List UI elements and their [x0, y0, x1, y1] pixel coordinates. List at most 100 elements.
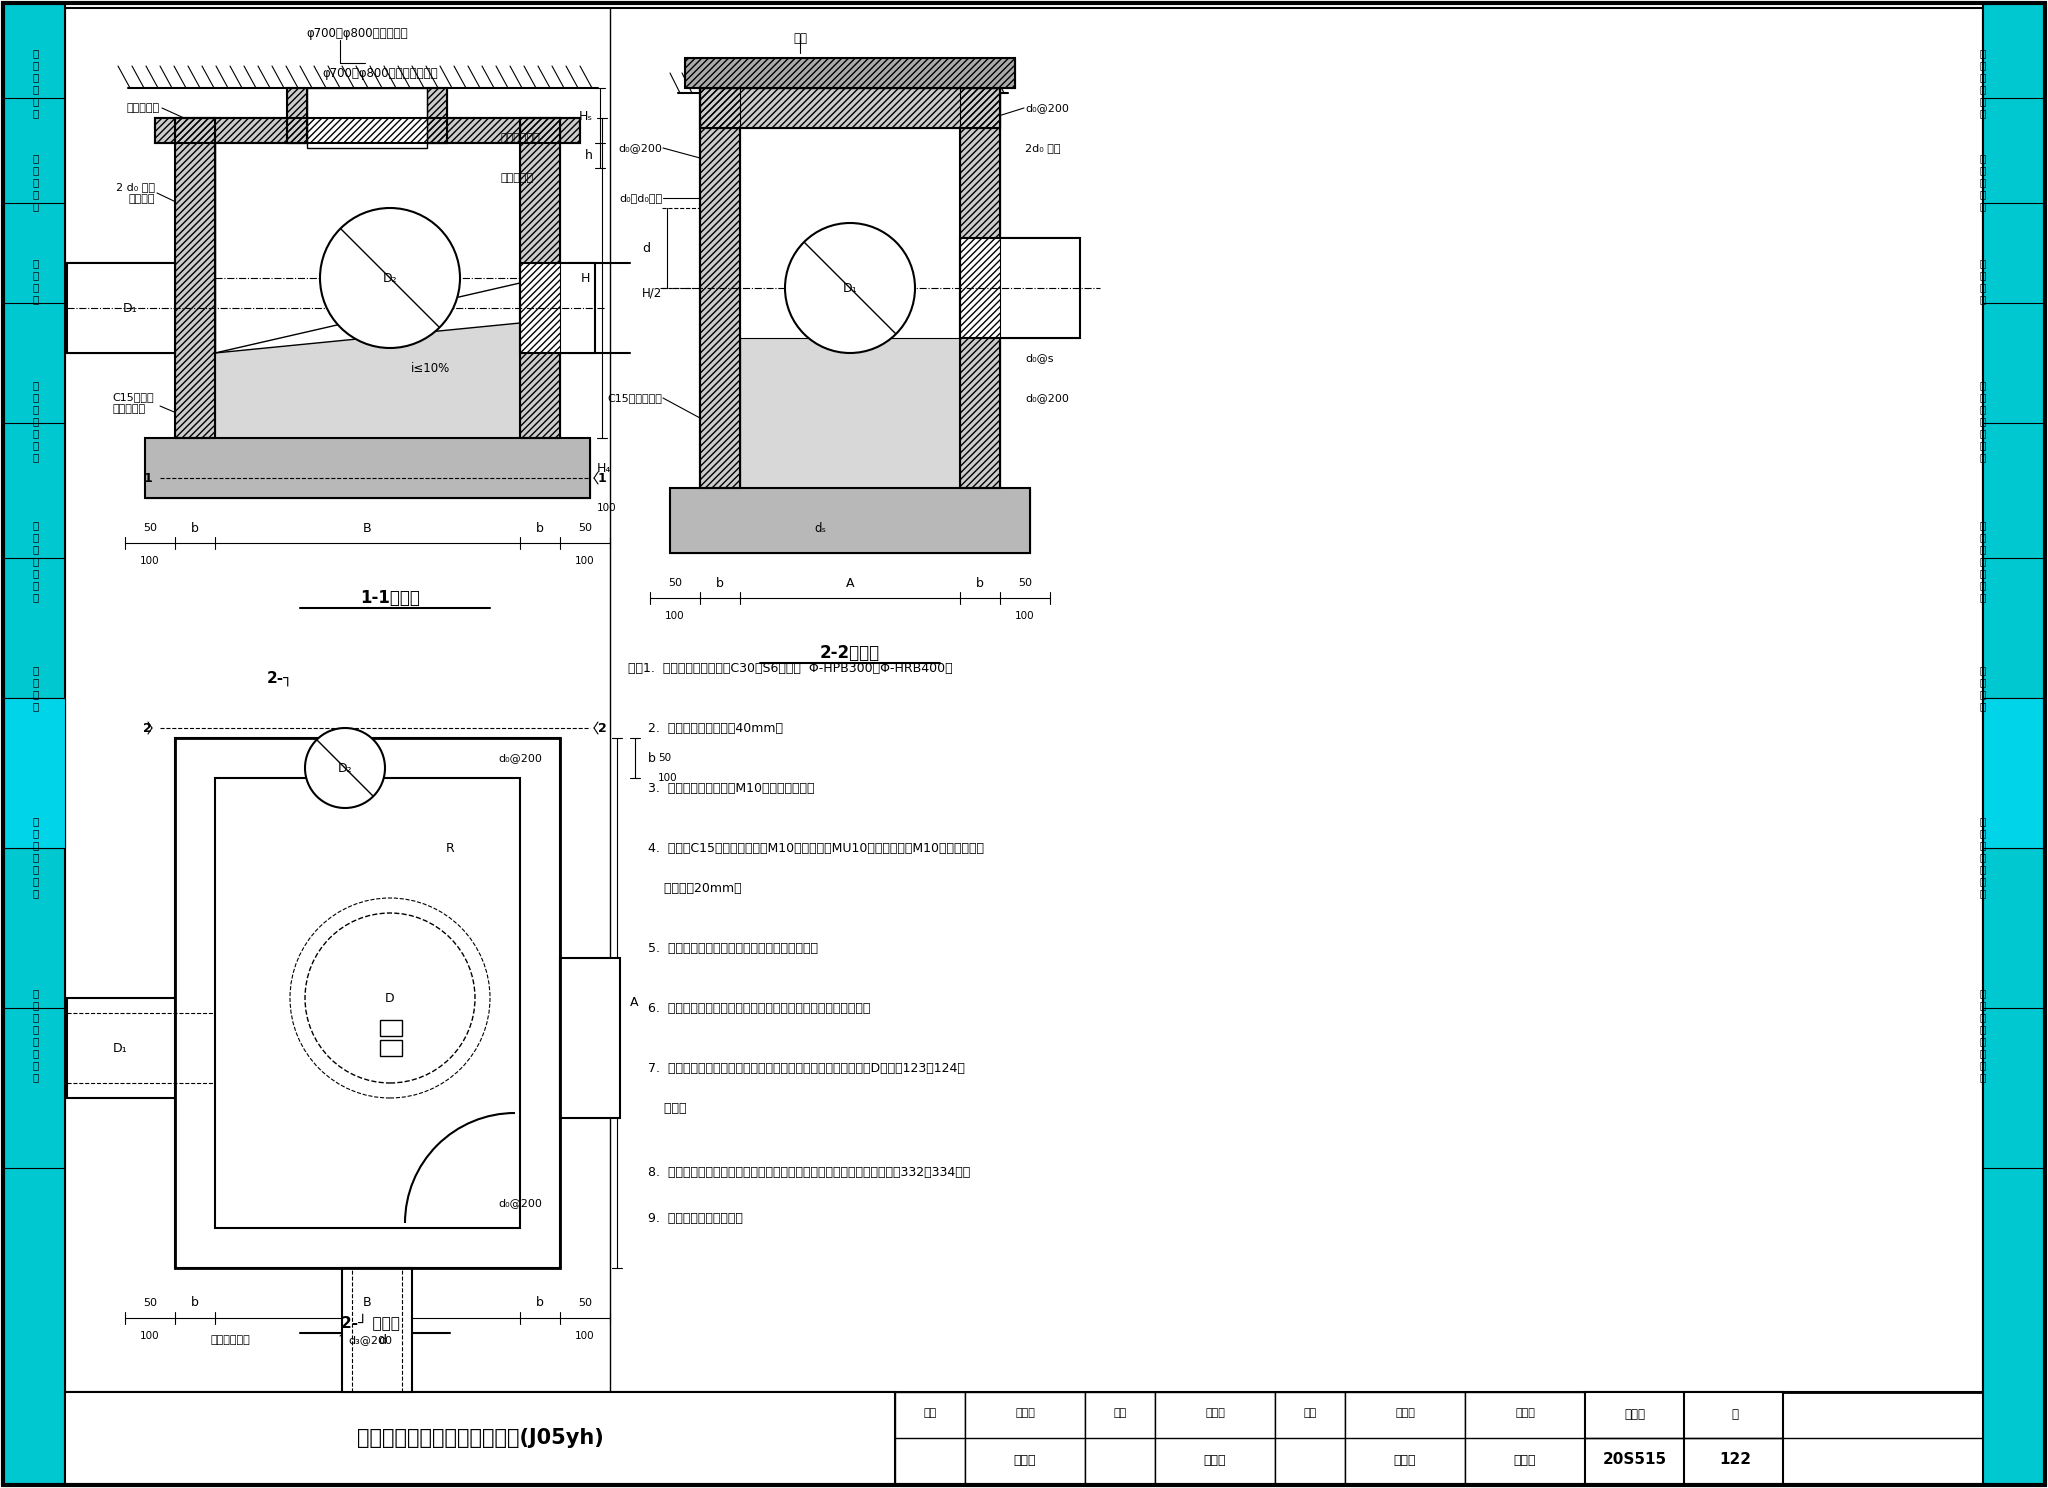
Bar [670, 488, 1030, 554]
Text: 50: 50 [143, 1298, 158, 1308]
Text: 支管顶平接入: 支管顶平接入 [211, 1335, 250, 1345]
Text: dₛ: dₛ [813, 521, 825, 534]
Bar [700, 88, 999, 128]
Text: 4.  流槽用C15混凝土浇筑或用M10水泥砂浆砌MU10流槽专用砖，M10防水水泥砂浆: 4. 流槽用C15混凝土浇筑或用M10水泥砂浆砌MU10流槽专用砖，M10防水水… [647, 842, 983, 854]
Bar [739, 338, 961, 488]
Text: 座浆、三角灰: 座浆、三角灰 [500, 132, 541, 143]
Text: 周志坚: 周志坚 [1395, 1408, 1415, 1418]
Bar [1085, 1391, 1155, 1485]
Text: B: B [362, 521, 371, 534]
Text: 矩
形
检
查
小
三
通: 矩 形 检 查 小 三 通 [33, 815, 39, 897]
Bar [961, 238, 1079, 338]
Text: 异
型
三
通: 异 型 三 通 [33, 665, 39, 711]
Bar [961, 88, 999, 488]
Text: 2-2剖面图: 2-2剖面图 [819, 644, 881, 662]
Text: d₃@200: d₃@200 [348, 1335, 391, 1345]
Text: 矩
形
检
查
井
四
通: 矩 形 检 查 井 四 通 [1980, 519, 1987, 603]
Text: 50: 50 [143, 522, 158, 533]
Text: 混凝土盖板: 混凝土盖板 [127, 103, 160, 113]
Bar [145, 437, 590, 498]
Bar [520, 263, 596, 353]
Text: H/2: H/2 [641, 287, 662, 299]
Text: 2.  混凝土净保护层厚度40mm。: 2. 混凝土净保护层厚度40mm。 [647, 722, 782, 735]
Text: 9.  其他要求详见总说明。: 9. 其他要求详见总说明。 [647, 1211, 743, 1225]
Bar [174, 118, 215, 437]
Text: φ700或φ800预制混凝土井筒: φ700或φ800预制混凝土井筒 [322, 67, 438, 79]
Text: d: d [379, 1333, 385, 1347]
Text: 3.  座浆、抹三角灰均用M10防水水泥砂浆。: 3. 座浆、抹三角灰均用M10防水水泥砂浆。 [647, 781, 815, 795]
Bar [1982, 698, 2046, 848]
Text: 2: 2 [598, 722, 606, 735]
Text: h: h [586, 149, 594, 162]
Text: A: A [631, 997, 639, 1009]
Bar [156, 118, 580, 143]
Text: 2 d₀ 环筋
管外均设: 2 d₀ 环筋 管外均设 [117, 182, 156, 204]
Text: 122: 122 [1718, 1452, 1751, 1467]
Text: 1-1剖面图: 1-1剖面图 [360, 589, 420, 607]
Text: 注：1.  井墙及底板混凝土为C30、S6；钢筋  Φ-HPB300、Φ-HRB400。: 注：1. 井墙及底板混凝土为C30、S6；钢筋 Φ-HPB300、Φ-HRB40… [629, 662, 952, 674]
Text: 100: 100 [598, 503, 616, 513]
Text: 设计: 设计 [1303, 1408, 1317, 1418]
Bar [684, 58, 1016, 88]
Bar [1464, 1391, 1585, 1485]
Text: d₀@200: d₀@200 [1024, 103, 1069, 113]
Text: 8.  流槽部分在安放踏步的同侧加设脚窝，踏步及脚窝布置、踏步安装见第332、334页。: 8. 流槽部分在安放踏步的同侧加设脚窝，踏步及脚窝布置、踏步安装见第332、33… [647, 1167, 971, 1180]
Text: 矩
形
检
查
井
三
通: 矩 形 检 查 井 三 通 [1980, 379, 1987, 461]
Bar [68, 263, 174, 353]
Text: D₁: D₁ [113, 1042, 127, 1055]
Text: 圆
形
检
查
井: 圆 形 检 查 井 [1980, 153, 1987, 211]
Text: 王晓玥: 王晓玥 [1204, 1454, 1227, 1467]
Text: 矩
形
检
查
小
井
四
通: 矩 形 检 查 小 井 四 通 [33, 988, 39, 1082]
Text: b: b [977, 576, 983, 589]
Text: 圆
形
检
查
井: 圆 形 检 查 井 [33, 153, 39, 211]
Text: 2d₀ 环筋: 2d₀ 环筋 [1024, 143, 1061, 153]
Text: 50: 50 [578, 522, 592, 533]
Text: 异
型
三
通: 异 型 三 通 [1980, 665, 1987, 711]
Text: 矩
形
检
查
井
三
通: 矩 形 检 查 井 三 通 [33, 379, 39, 461]
Bar [426, 88, 446, 143]
Text: b: b [190, 521, 199, 534]
Text: D₂: D₂ [338, 762, 352, 774]
Text: 20S515: 20S515 [1604, 1452, 1667, 1467]
Bar [700, 88, 739, 488]
Text: 矩形小三通混凝土雨水检查井(J05yh): 矩形小三通混凝土雨水检查井(J05yh) [356, 1428, 604, 1448]
Text: d₀与d₀同放: d₀与d₀同放 [618, 193, 662, 202]
Text: 李振川: 李振川 [1016, 1408, 1034, 1418]
Text: 检
查
用
井
并
型: 检 查 用 井 并 型 [1980, 48, 1987, 118]
Text: 6.  管道与墙体、底板间隙应混凝土浇筑或砂浆填实、挤压严密。: 6. 管道与墙体、底板间隙应混凝土浇筑或砂浆填实、挤压严密。 [647, 1001, 870, 1015]
Bar [287, 88, 307, 143]
Text: 100: 100 [575, 1330, 594, 1341]
Text: 50: 50 [578, 1298, 592, 1308]
Polygon shape [215, 323, 520, 437]
Bar [2, 698, 66, 848]
Text: 2-┐: 2-┐ [266, 670, 293, 686]
Text: 矩
形
直
线: 矩 形 直 线 [1980, 257, 1987, 304]
Circle shape [305, 728, 385, 808]
Text: 矩
形
检
查
小
井
四
通: 矩 形 检 查 小 井 四 通 [1980, 988, 1987, 1082]
Bar [559, 958, 621, 1117]
Bar [66, 1391, 895, 1485]
Circle shape [319, 208, 461, 348]
Text: 7.  图中井室尺寸、适用条件、盖板型号及干管、支管管径应根据D值按第123、124页: 7. 图中井室尺寸、适用条件、盖板型号及干管、支管管径应根据D值按第123、12… [647, 1061, 965, 1074]
Bar [215, 778, 520, 1228]
Bar [1155, 1391, 1276, 1485]
Bar [2, 3, 66, 1485]
Bar [426, 88, 446, 143]
Bar [342, 1268, 412, 1391]
Bar [174, 118, 215, 437]
Bar [145, 437, 590, 498]
Bar [520, 118, 559, 437]
Text: 100: 100 [575, 557, 594, 565]
Text: b: b [537, 521, 545, 534]
Text: 管外壁凿毛: 管外壁凿毛 [500, 173, 532, 183]
Text: 踏步: 踏步 [793, 31, 807, 45]
Text: d₀@200: d₀@200 [498, 1198, 543, 1208]
Circle shape [784, 223, 915, 353]
Text: b: b [647, 751, 655, 765]
Text: H: H [582, 271, 590, 284]
Text: R: R [446, 842, 455, 854]
Text: 检
查
用
井
并
型: 检 查 用 井 并 型 [33, 48, 39, 118]
Text: C15混凝土
或级配砂石: C15混凝土 或级配砂石 [113, 393, 154, 414]
Text: b: b [190, 1296, 199, 1309]
Text: d₀@s: d₀@s [1024, 353, 1053, 363]
